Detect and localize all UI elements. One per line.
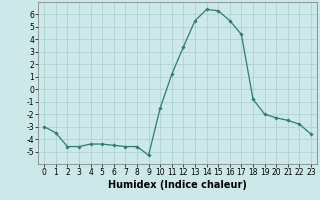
X-axis label: Humidex (Indice chaleur): Humidex (Indice chaleur) <box>108 180 247 190</box>
